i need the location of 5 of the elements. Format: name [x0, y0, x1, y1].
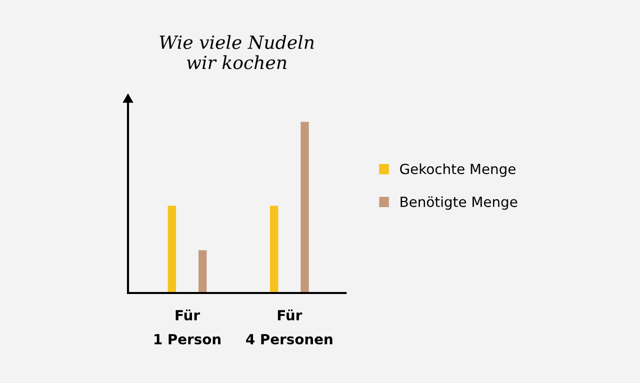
chart-title: Wie viele Nudeln wir kochen — [160, 35, 314, 70]
x-tick-label: Für 4 Personen — [246, 309, 332, 344]
x-tick-label: Für 1 Person — [154, 309, 220, 344]
legend-label: Benötigte Menge — [400, 196, 518, 210]
legend-label: Gekochte Menge — [400, 163, 516, 177]
